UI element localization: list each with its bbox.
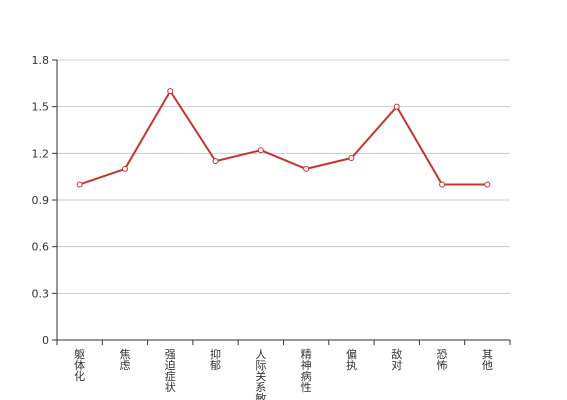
y-tick-label: 0.6	[32, 241, 50, 254]
y-tick-label: 0.9	[32, 194, 50, 207]
data-point[interactable]	[76, 181, 83, 188]
x-category-label: 人际关系敏感	[255, 348, 266, 400]
y-tick-label: 0.3	[32, 287, 50, 300]
series-layer	[76, 88, 491, 188]
data-point[interactable]	[348, 155, 355, 161]
data-point[interactable]	[393, 103, 400, 110]
data-point[interactable]	[484, 181, 491, 188]
y-tick-label: 1.5	[32, 101, 50, 114]
x-category-label: 偏执	[346, 347, 357, 372]
axes	[52, 59, 511, 345]
x-category-label: 抑郁	[210, 347, 221, 372]
x-category-label: 其他	[482, 348, 493, 372]
y-tick-labels: 0 0.3 0.6 0.9 1.2 1.5 1.8	[32, 54, 50, 347]
y-tick-label: 1.8	[32, 54, 50, 67]
x-category-label: 精神病性	[301, 348, 312, 394]
x-category-label: 敌对	[391, 347, 402, 372]
data-point[interactable]	[121, 165, 128, 172]
data-point[interactable]	[303, 165, 310, 172]
data-point[interactable]	[257, 147, 264, 154]
data-point[interactable]	[212, 158, 219, 165]
x-category-labels: 躯体化 焦虑 强迫症状 抑郁 人际关系敏感 精神病性 偏执 敌对 恐怖 其他	[74, 347, 493, 400]
x-category-label: 恐怖	[437, 348, 448, 372]
x-category-label: 强迫症状	[165, 348, 176, 394]
series-line	[79, 90, 488, 186]
x-category-label: 躯体化	[74, 348, 85, 383]
y-tick-label: 1.2	[32, 147, 50, 160]
y-tick-label: 0	[42, 334, 49, 347]
data-point[interactable]	[167, 88, 174, 95]
data-point[interactable]	[439, 181, 446, 188]
grid-lines	[57, 59, 510, 294]
x-category-label: 焦虑	[119, 348, 130, 372]
